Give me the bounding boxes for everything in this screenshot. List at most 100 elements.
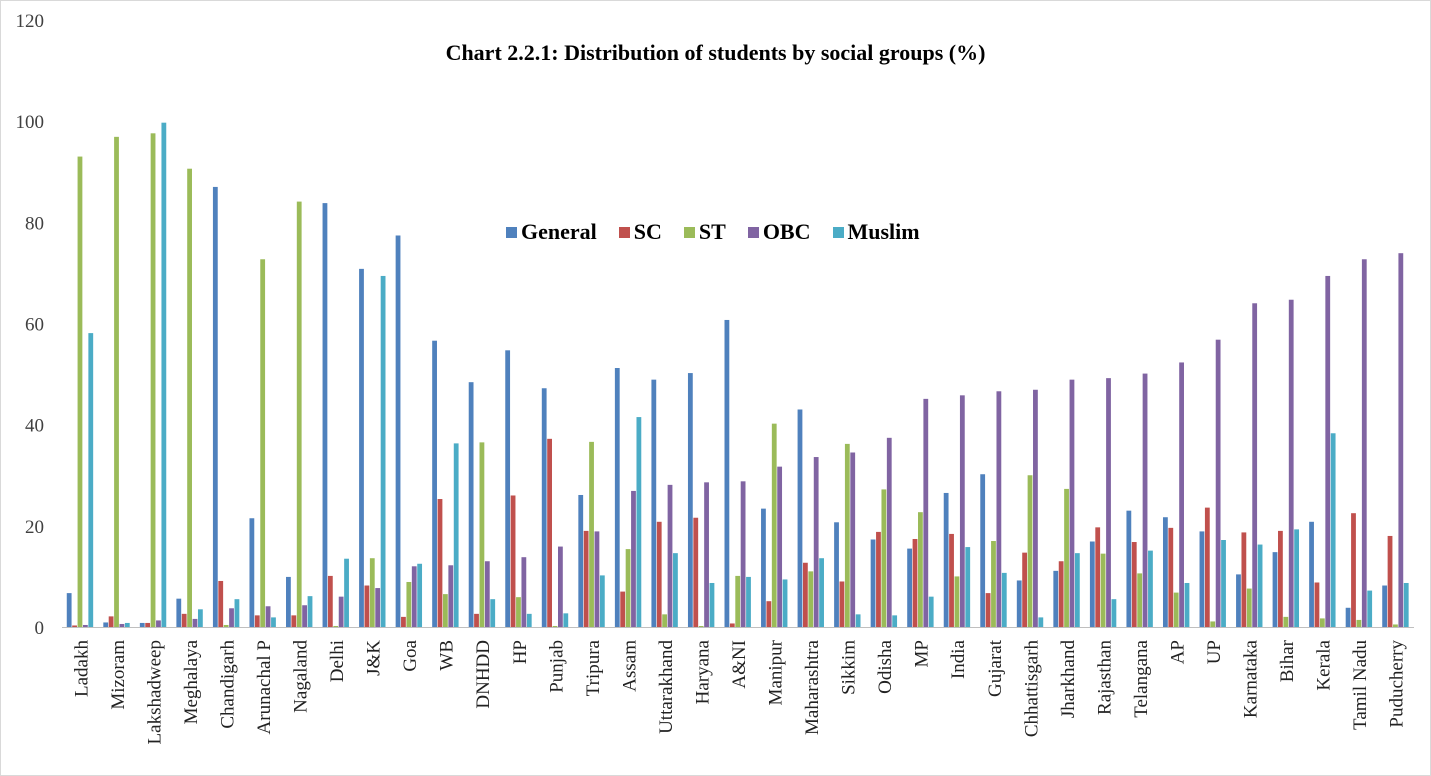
bar-general-nagaland: [286, 576, 291, 627]
bar-sc-chhattisgarh: [1022, 552, 1028, 627]
bar-obc-punjab: [558, 546, 563, 627]
bar-muslim-tripura: [599, 575, 605, 627]
bar-muslim-assam: [636, 417, 642, 627]
bar-obc-hp: [521, 557, 527, 627]
bar-obc-ap: [1179, 362, 1184, 627]
x-tick-label-bihar: Bihar: [1277, 639, 1298, 682]
y-tick-label: 80: [25, 213, 44, 234]
x-tick-label-j-k: J&K: [364, 640, 385, 676]
x-tick-label-ladakh: Ladakh: [71, 640, 92, 697]
y-tick-label: 120: [16, 11, 45, 32]
bar-obc-nagaland: [302, 605, 308, 627]
bar-muslim-maharashtra: [819, 558, 824, 627]
x-tick-label-odisha: Odisha: [875, 639, 896, 693]
bar-obc-manipur: [777, 466, 783, 627]
bar-obc-dnhdd: [484, 561, 490, 627]
bar-sc-mp: [912, 538, 918, 627]
bar-muslim-dnhdd: [490, 599, 496, 627]
bar-st-ap: [1173, 592, 1179, 627]
bar-obc-karnataka: [1252, 303, 1258, 627]
bar-sc-puducherry: [1387, 535, 1393, 627]
bar-sc-punjab: [547, 438, 552, 627]
bar-general-goa: [395, 235, 401, 628]
bar-general-hp: [505, 350, 511, 627]
bar-obc-odisha: [886, 437, 892, 627]
x-tick-label-meghalaya: Meghalaya: [181, 639, 202, 724]
bar-muslim-rajasthan: [1111, 599, 1117, 627]
bar-st-manipur: [771, 423, 777, 627]
bar-obc-lakshadweep: [156, 620, 161, 627]
bar-sc-odisha: [876, 531, 881, 627]
bar-general-chandigarh: [212, 186, 218, 627]
legend-label-obc: OBC: [762, 219, 811, 244]
bar-general-maharashtra: [797, 409, 803, 627]
bar-general-meghalaya: [176, 598, 182, 627]
bar-st-india: [954, 576, 960, 627]
bar-st-kerala: [1319, 618, 1325, 627]
bar-muslim-kerala: [1330, 433, 1336, 627]
bar-sc-dnhdd: [474, 613, 479, 627]
bar-st-wb: [442, 594, 448, 627]
bar-general-up: [1199, 531, 1205, 627]
x-tick-label-mizoram: Mizoram: [108, 640, 129, 710]
x-tick-label-maharashtra: Maharashtra: [802, 639, 823, 735]
bar-obc-rajasthan: [1106, 378, 1111, 627]
bar-sc-ap: [1168, 527, 1174, 627]
legend-swatch-obc: [747, 226, 759, 238]
bar-st-mp: [918, 512, 923, 627]
bar-general-dnhdd: [468, 382, 474, 627]
x-tick-label-assam: Assam: [619, 640, 640, 692]
bar-general-gujarat: [980, 474, 986, 627]
bar-obc-goa: [411, 566, 417, 627]
bar-obc-sikkim: [850, 452, 856, 627]
bar-sc-gujarat: [985, 593, 991, 627]
legend-swatch-muslim: [832, 226, 844, 238]
bar-st-ladakh: [77, 156, 83, 627]
bar-muslim-karnataka: [1257, 544, 1263, 627]
bar-muslim-chandigarh: [234, 599, 240, 627]
bar-sc-rajasthan: [1095, 527, 1101, 627]
bar-obc-wb: [448, 565, 454, 627]
x-tick-label-goa: Goa: [400, 639, 421, 671]
bar-obc-telangana: [1142, 373, 1148, 627]
bar-st-gujarat: [991, 541, 996, 627]
bar-st-maharashtra: [808, 571, 814, 627]
bar-muslim-wb: [453, 443, 459, 627]
bar-general-mizoram: [103, 622, 109, 627]
x-tick-label-kerala: Kerala: [1314, 639, 1335, 690]
legend-item-obc: OBC: [747, 219, 811, 245]
bar-general-telangana: [1126, 510, 1132, 627]
bar-muslim-jharkhand: [1074, 553, 1080, 627]
bar-general-arunachal-p: [249, 518, 255, 627]
bar-general-kerala: [1309, 521, 1314, 627]
bar-st-j-k: [369, 558, 375, 627]
bar-st-uttarakhand: [662, 614, 668, 627]
bar-muslim-haryana: [709, 582, 715, 627]
x-tick-label-uttarakhand: Uttarakhand: [656, 640, 677, 734]
bar-sc-assam: [620, 591, 626, 627]
bar-st-puducherry: [1393, 624, 1398, 627]
bar-muslim-puducherry: [1403, 582, 1409, 627]
bar-sc-jharkhand: [1058, 561, 1064, 627]
bar-general-rajasthan: [1089, 541, 1095, 627]
bar-obc-j-k: [375, 588, 381, 627]
legend-swatch-general: [506, 226, 517, 238]
x-tick-label-puducherry: Puducherry: [1387, 640, 1408, 728]
bar-obc-up: [1215, 339, 1221, 627]
x-tick-label-tamil-nadu: Tamil Nadu: [1350, 640, 1371, 730]
bar-sc-up: [1204, 507, 1210, 627]
bar-obc-a-ni: [740, 481, 746, 627]
bar-muslim-manipur: [782, 579, 788, 627]
bar-st-rajasthan: [1100, 553, 1106, 627]
bar-muslim-odisha: [892, 615, 898, 627]
y-tick-label: 100: [16, 112, 45, 133]
bar-obc-bihar: [1288, 299, 1294, 627]
bar-sc-ladakh: [72, 625, 77, 627]
bar-general-ladakh: [66, 593, 72, 627]
bar-sc-chandigarh: [218, 580, 224, 627]
legend-item-sc: SC: [618, 219, 662, 245]
bar-obc-tripura: [594, 531, 600, 627]
bar-obc-arunachal-p: [265, 606, 271, 627]
bar-general-manipur: [761, 508, 766, 627]
